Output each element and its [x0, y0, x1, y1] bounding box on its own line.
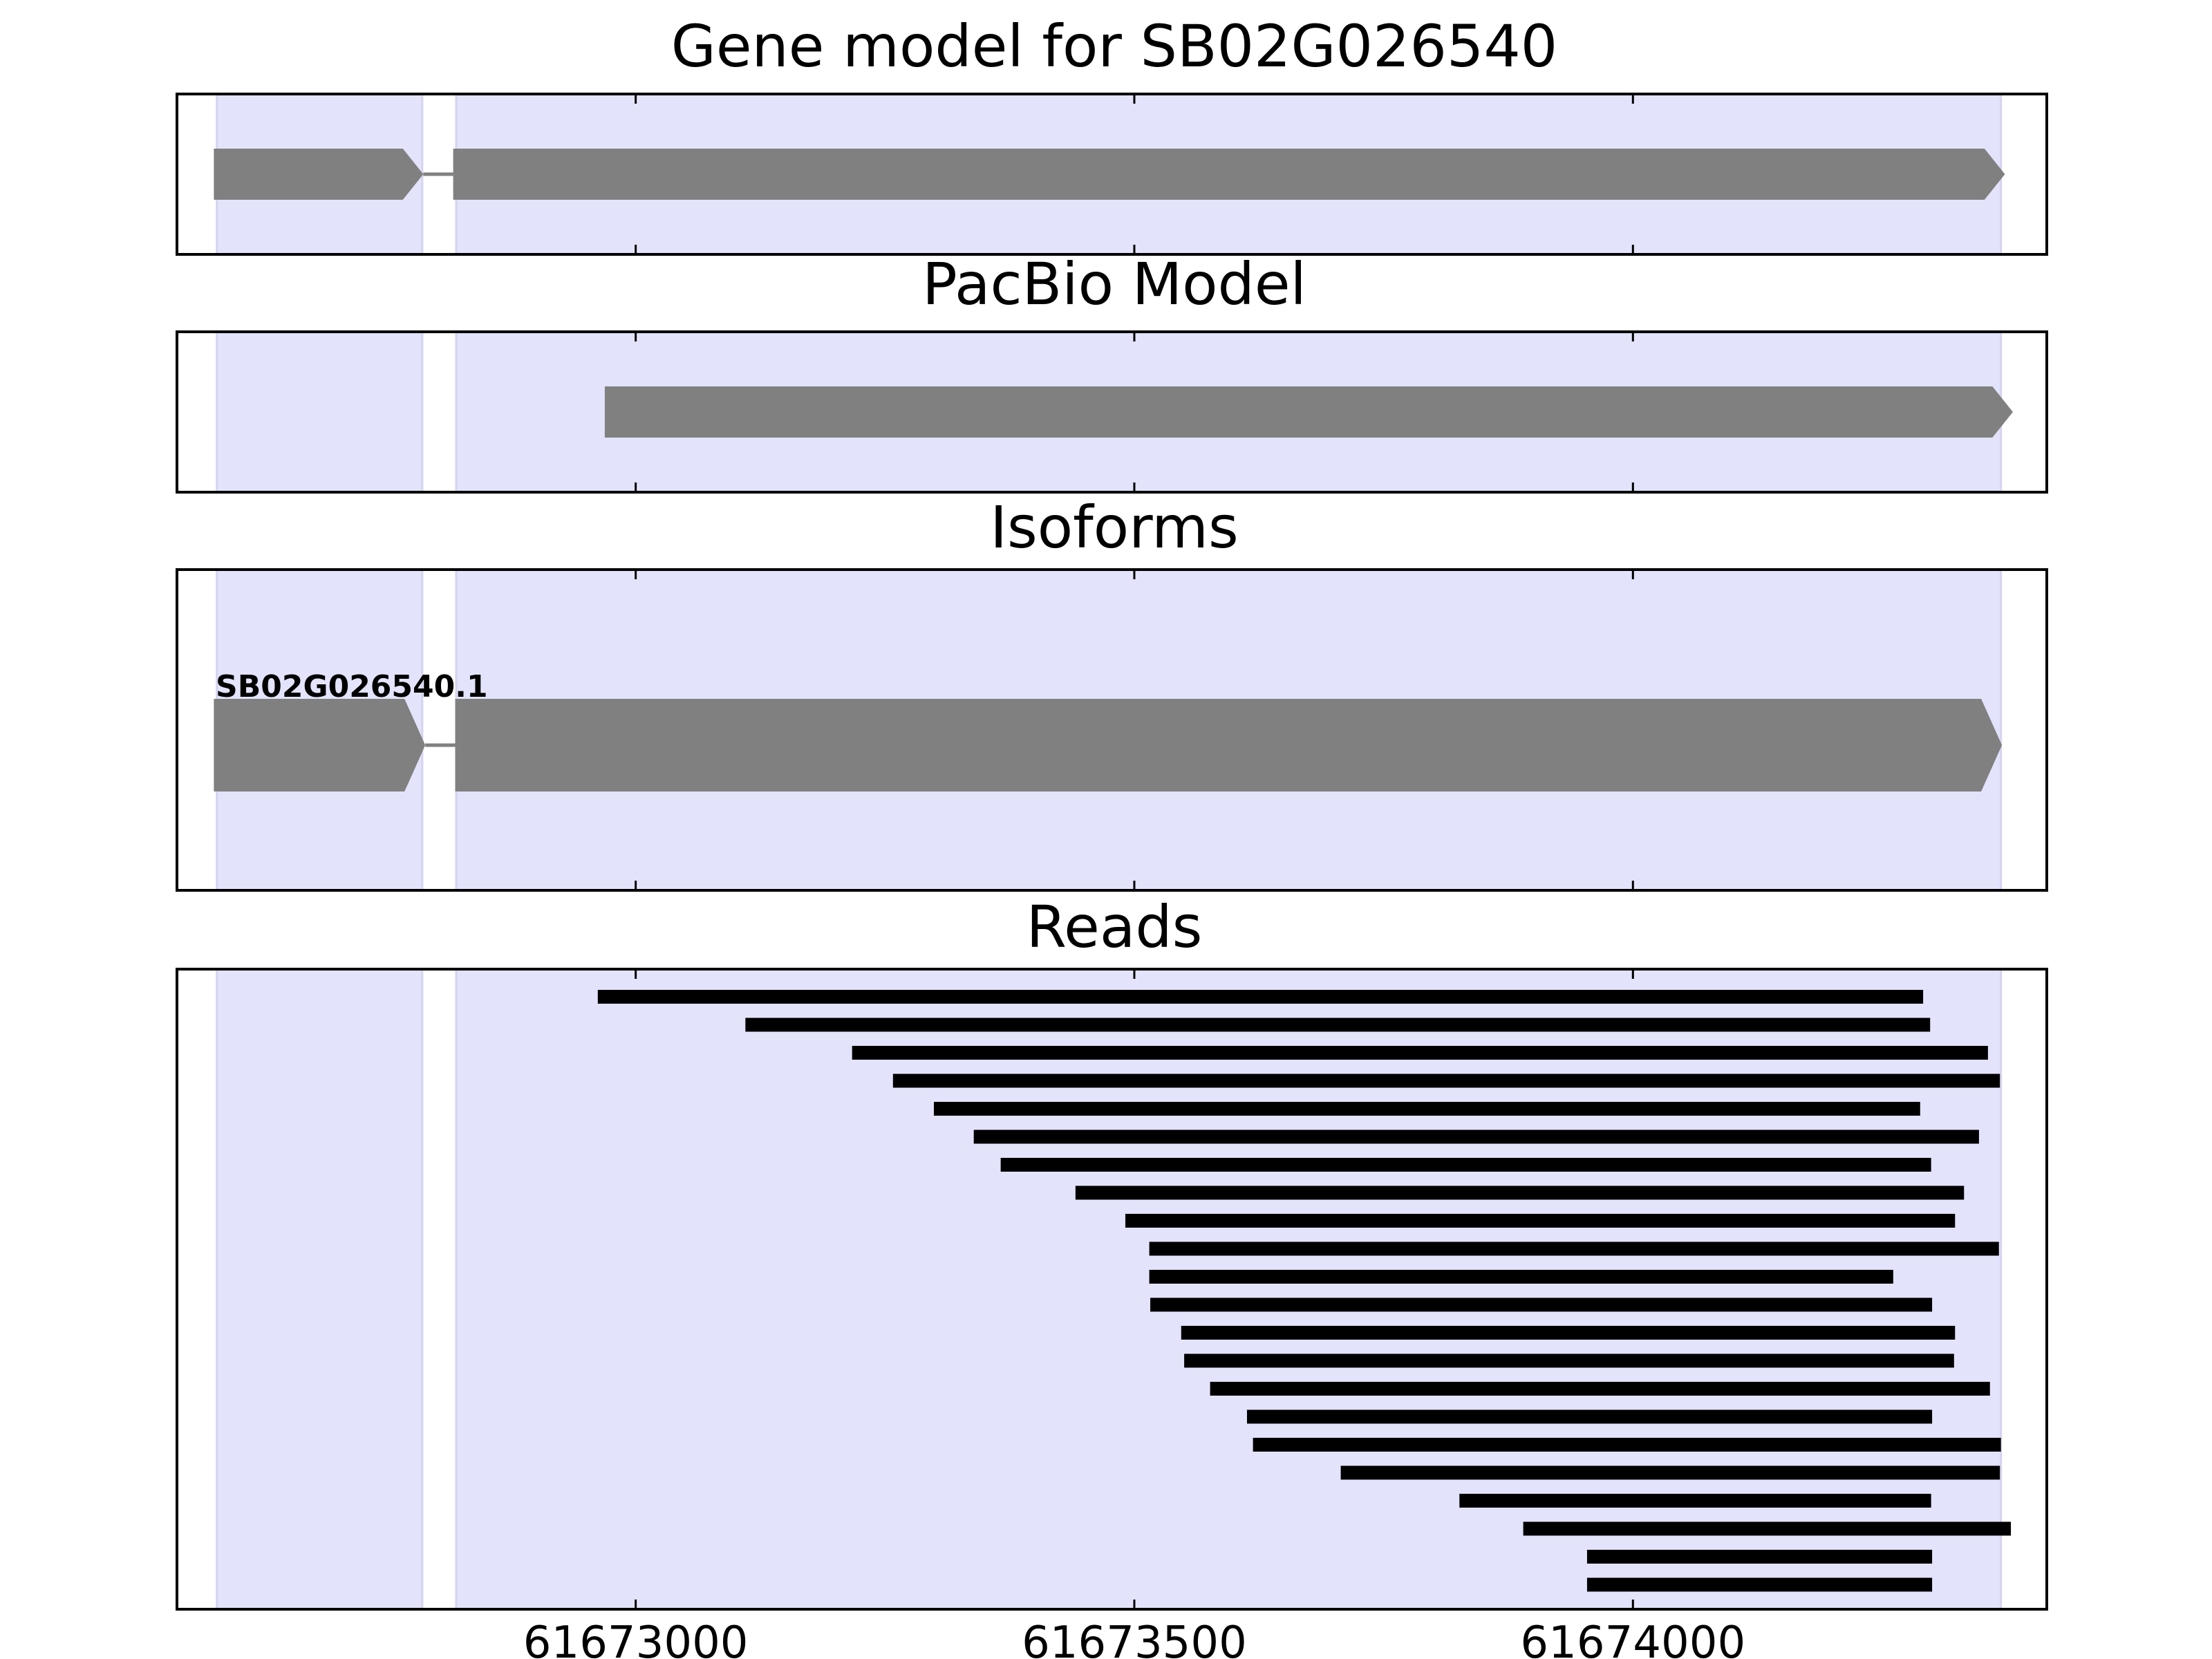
read-bar	[1340, 1465, 2000, 1480]
read-bar	[1246, 1409, 1933, 1424]
read-bar	[745, 1018, 1931, 1032]
gene-model-exon	[214, 149, 424, 200]
read-bar	[1149, 1241, 1999, 1256]
reads-exon-shading	[216, 968, 2003, 1611]
isoforms-panel: Isoforms SB02G026540.1	[176, 494, 2048, 892]
gene-model-title: Gene model for SB02G026540	[671, 12, 1557, 80]
reads-bars	[597, 990, 2012, 1592]
gene-model-exons	[214, 149, 2005, 200]
read-bar	[1184, 1353, 1954, 1368]
isoforms-axes-frame	[176, 568, 2048, 892]
read-bar	[973, 1130, 1979, 1144]
pacbio-model-panel: PacBio Model	[176, 250, 2048, 494]
exon-region-band	[216, 968, 424, 1611]
read-bar	[852, 1046, 1988, 1060]
read-bar	[1150, 1297, 1933, 1312]
gene-model-panel: Gene model for SB02G026540	[176, 12, 2048, 256]
read-bar	[1586, 1550, 1933, 1564]
pacbio-model-exons	[604, 386, 2013, 438]
isoform-label: SB02G026540.1	[216, 669, 488, 704]
reads-panel: Reads	[176, 893, 2048, 1611]
x-tick-label: 61673500	[1022, 1618, 1247, 1659]
read-bar	[1523, 1521, 2012, 1536]
read-bar	[1125, 1214, 1956, 1228]
x-tick-label: 61673000	[523, 1618, 749, 1659]
read-bar	[892, 1074, 2000, 1088]
read-bar	[597, 990, 1924, 1004]
gene-model-ticks	[635, 94, 1634, 254]
isoforms-exons	[214, 699, 2003, 791]
read-bar	[1075, 1185, 1965, 1200]
read-bar	[1149, 1270, 1893, 1284]
isoforms-ticks	[635, 570, 1634, 890]
gene-model-exon	[453, 149, 2005, 200]
exon-region-band	[216, 330, 424, 494]
read-bar	[1253, 1438, 2001, 1452]
reads-ticks	[635, 969, 1634, 1609]
read-bar	[1210, 1382, 1990, 1396]
pacbio-model-exon	[604, 386, 2013, 438]
x-axis-tick-labels: 61673000 61673500 61674000	[523, 1618, 1745, 1659]
pacbio-model-axes-frame	[176, 330, 2048, 494]
read-bar	[1586, 1577, 1933, 1592]
read-bar	[1181, 1326, 1956, 1340]
read-bar	[1000, 1158, 1931, 1172]
isoform-exon	[455, 699, 2003, 791]
pacbio-model-title: PacBio Model	[922, 250, 1306, 318]
read-bar	[1459, 1494, 1931, 1508]
isoforms-title: Isoforms	[990, 494, 1239, 561]
pacbio-model-ticks	[635, 332, 1634, 492]
isoform-exon	[214, 699, 426, 791]
reads-title: Reads	[1027, 893, 1203, 961]
reads-axes-frame	[176, 968, 2048, 1611]
read-bar	[933, 1102, 1920, 1116]
x-tick-label: 61674000	[1520, 1618, 1745, 1659]
exon-region-band	[455, 968, 2003, 1611]
gene-model-axes-frame	[176, 93, 2048, 256]
